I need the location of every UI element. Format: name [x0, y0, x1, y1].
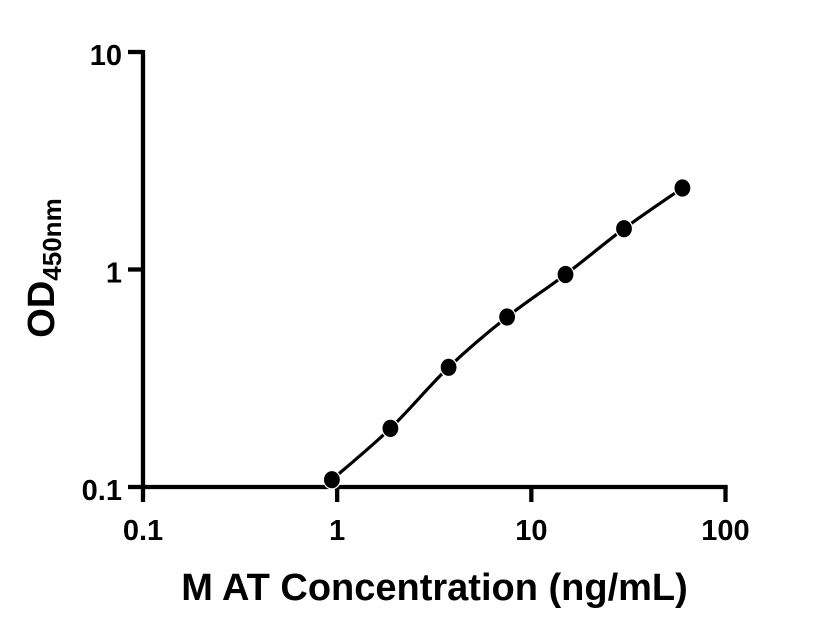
y-tick-label: 10: [90, 40, 122, 72]
y-axis-title-main: OD: [21, 280, 63, 338]
y-axis-title-subscript: 450nm: [37, 198, 67, 281]
data-point: [614, 218, 634, 239]
x-tick-label: 100: [701, 515, 749, 547]
data-point: [556, 264, 575, 285]
x-axis-title: M AT Concentration (ng/mL): [181, 567, 688, 609]
y-axis-title: OD450nm: [21, 198, 71, 338]
data-point: [673, 178, 692, 198]
data-point: [322, 469, 341, 490]
x-tick-label: 10: [515, 515, 547, 547]
x-tick-label: 0.1: [123, 515, 163, 547]
data-point: [381, 418, 400, 439]
y-tick-label: 1: [106, 258, 122, 290]
y-tick-label: 0.1: [82, 475, 122, 507]
x-tick-label: 1: [329, 515, 345, 547]
data-point: [498, 307, 517, 327]
data-point: [439, 357, 458, 378]
